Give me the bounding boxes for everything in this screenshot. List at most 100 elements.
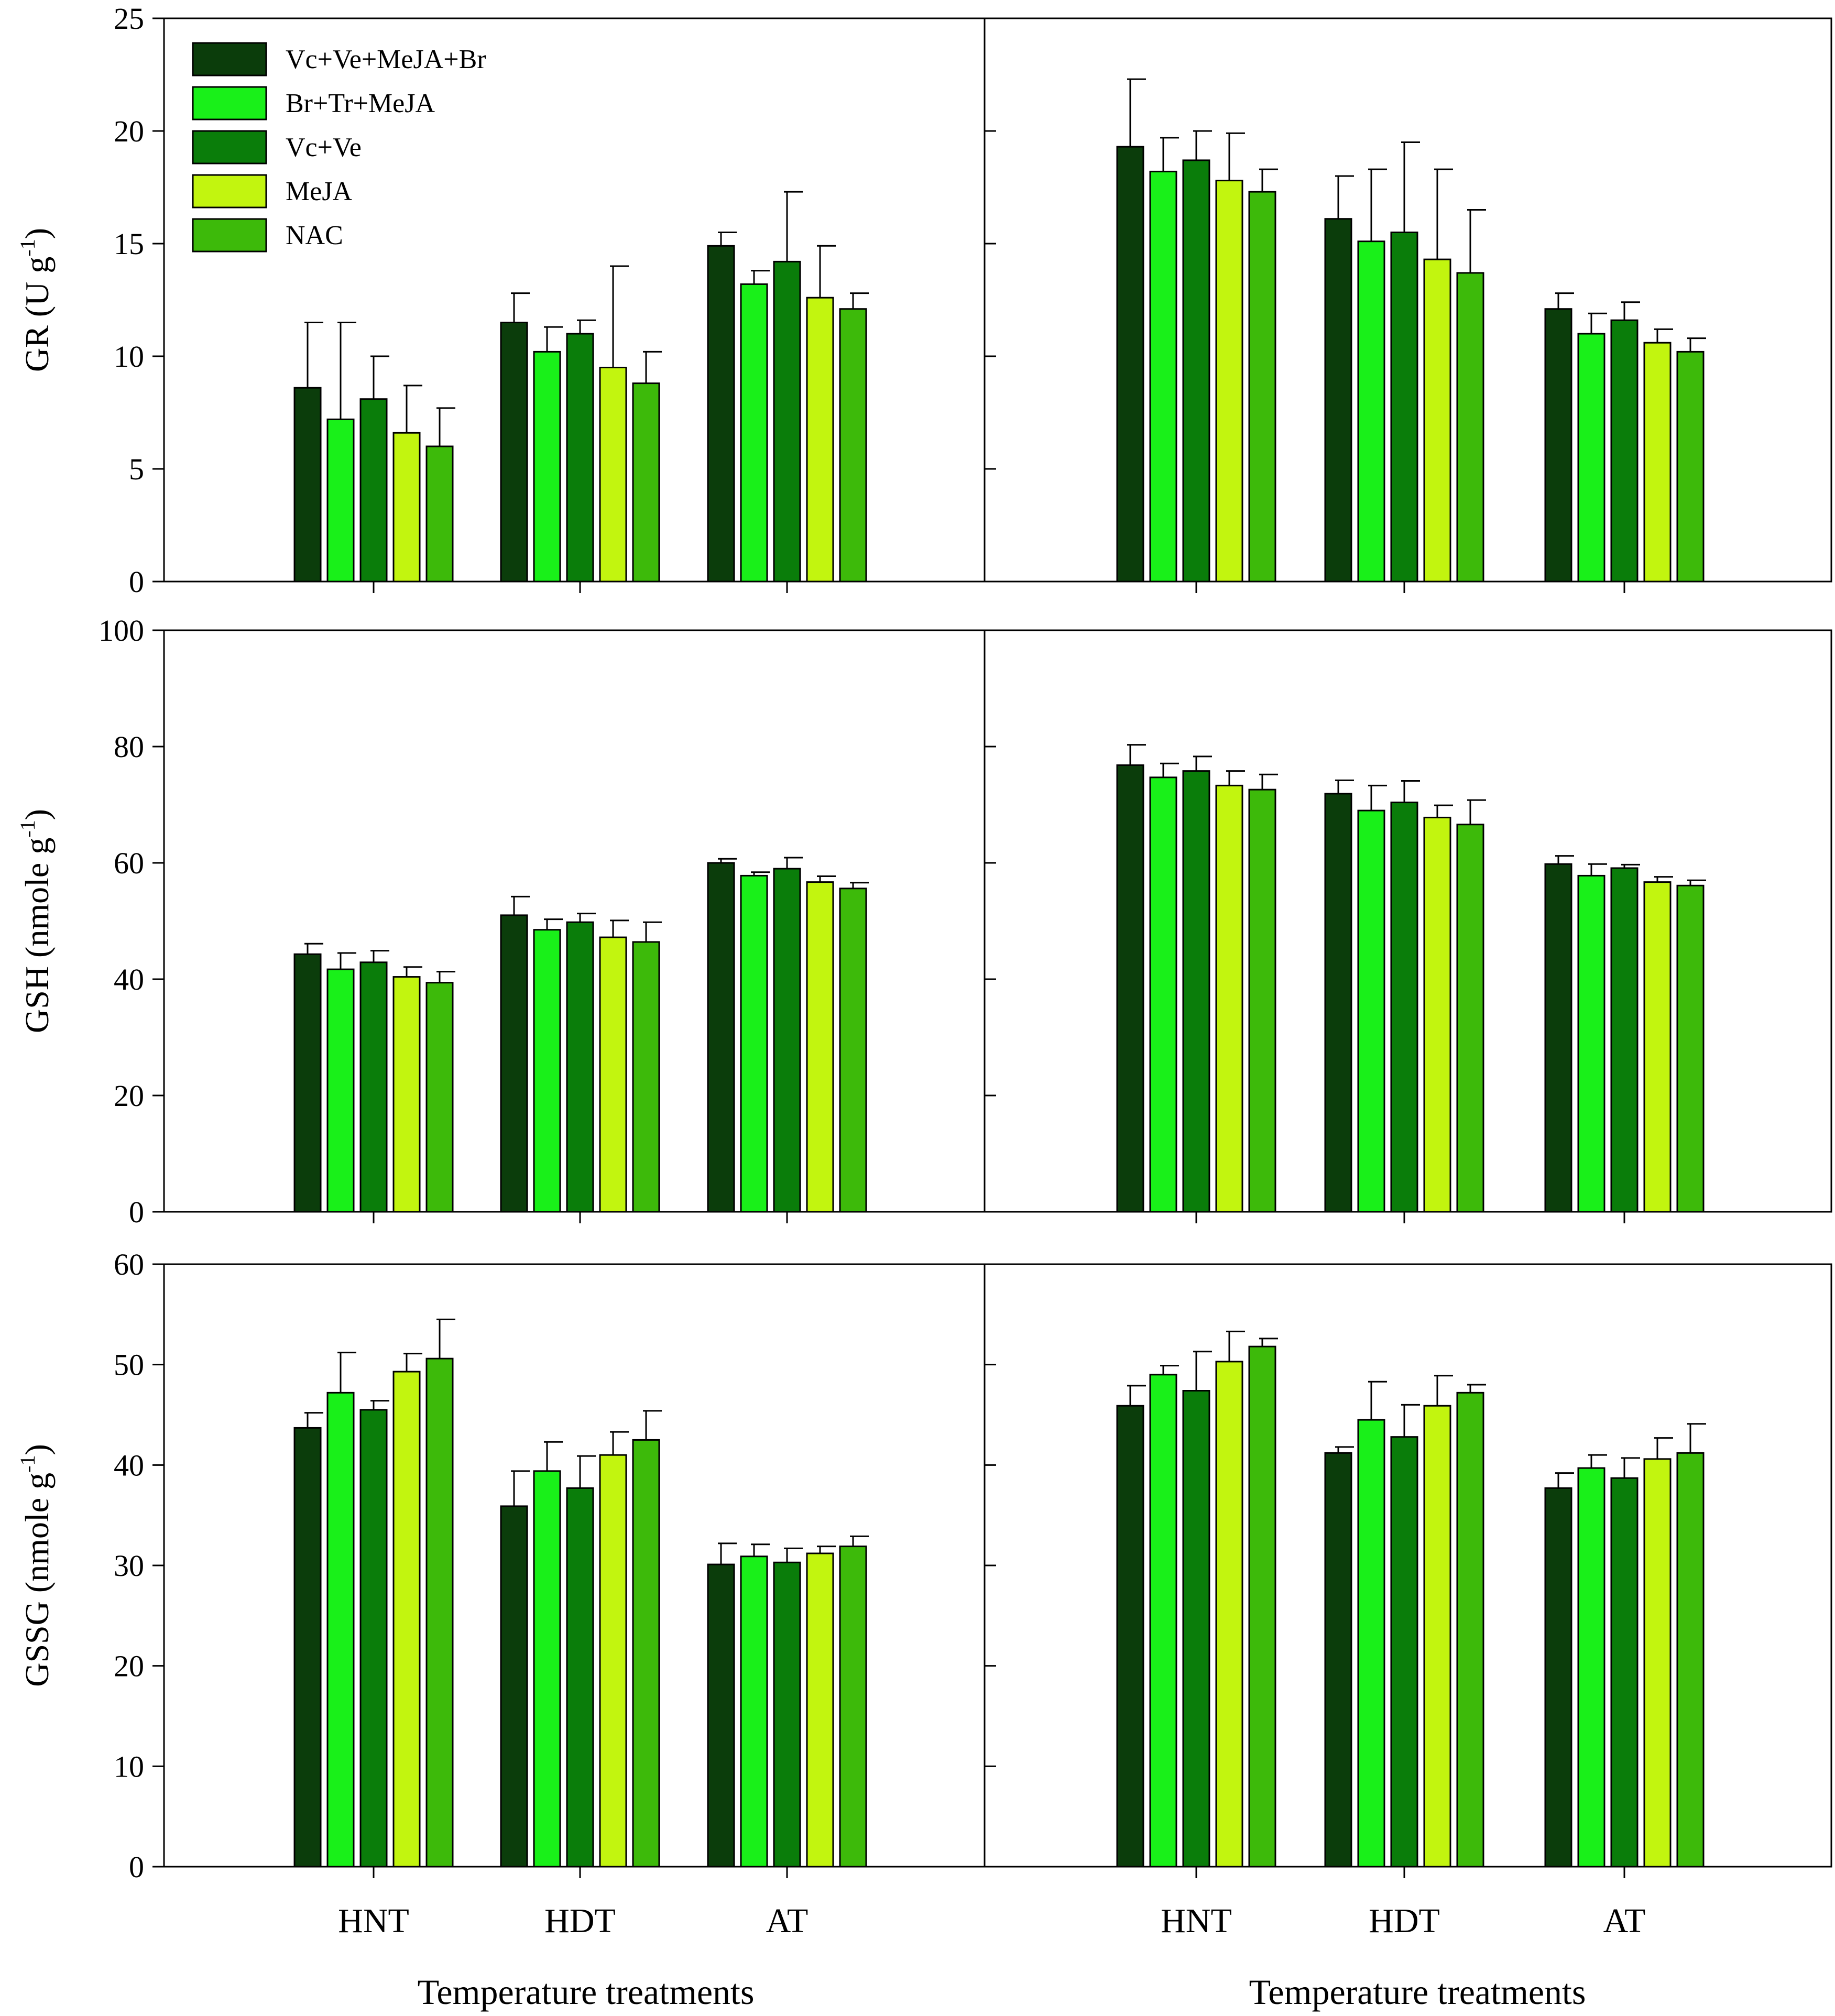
bar-Vc+Ve+MeJA+Br — [707, 245, 735, 583]
y-tick-label: 25 — [114, 2, 144, 36]
bar-Br+Tr+MeJA — [1149, 776, 1177, 1213]
bar-Vc+Ve — [566, 1487, 594, 1868]
y-tick-label: 30 — [114, 1549, 144, 1583]
y-tick-label: 100 — [99, 613, 144, 648]
bar-Vc+Ve+MeJA+Br — [1324, 218, 1352, 583]
bar-Vc+Ve — [1182, 770, 1210, 1213]
panel-1-1 — [984, 629, 1832, 1223]
bar-MeJA — [806, 1552, 834, 1868]
bar-Br+Tr+MeJA — [326, 1392, 355, 1868]
bar-Vc+Ve — [1182, 1390, 1210, 1868]
bar-MeJA — [1215, 1361, 1243, 1868]
bar-NAC — [1676, 884, 1705, 1213]
legend: Vc+Ve+MeJA+Br Br+Tr+MeJA Vc+Ve MeJA NAC — [192, 42, 486, 253]
bar-Br+Tr+MeJA — [326, 968, 355, 1213]
bar-NAC — [1248, 191, 1276, 583]
bar-MeJA — [1423, 258, 1451, 583]
x-category-label: HNT — [1161, 1902, 1232, 1940]
bar-Vc+Ve+MeJA+Br — [293, 1427, 322, 1868]
y-tick-label: 60 — [114, 1247, 144, 1281]
y-tick-label: 0 — [129, 565, 144, 599]
x-category-label: AT — [766, 1902, 809, 1940]
bar-Br+Tr+MeJA — [326, 418, 355, 583]
bar-NAC — [1456, 824, 1484, 1213]
bar-Vc+Ve — [773, 1561, 801, 1868]
bar-Br+Tr+MeJA — [1149, 1374, 1177, 1868]
bar-MeJA — [1643, 342, 1672, 583]
bar-MeJA — [599, 1454, 627, 1868]
panel-2-0: 0 10 20 30 40 50 60 GSSG (nmole g-1) — [16, 1247, 986, 1884]
bar-Vc+Ve+MeJA+Br — [1116, 764, 1144, 1213]
y-axis-label-close: ) — [18, 1444, 56, 1455]
bar-MeJA — [806, 297, 834, 583]
bar-Vc+Ve+MeJA+Br — [1324, 1452, 1352, 1868]
bar-MeJA — [392, 1371, 421, 1868]
bar-NAC — [632, 941, 660, 1213]
legend-label: Vc+Ve+MeJA+Br — [286, 45, 486, 74]
bar-Br+Tr+MeJA — [740, 1555, 768, 1868]
y-tick-label: 80 — [114, 730, 144, 764]
x-category-label: HDT — [544, 1902, 616, 1940]
bar-MeJA — [392, 432, 421, 583]
y-axis-label: GR (U g-1) — [16, 228, 56, 372]
y-axis-label-sup: -1 — [16, 1455, 39, 1473]
x-axis-label: Temperature treatments — [1249, 1972, 1586, 2012]
y-axis-label-sup: -1 — [16, 820, 39, 837]
y-axis-label-text: GSH (nmole g — [18, 838, 56, 1033]
x-category-label: AT — [1603, 1902, 1646, 1940]
bar-Vc+Ve — [773, 868, 801, 1213]
bar-Vc+Ve — [1182, 159, 1210, 583]
bar-Vc+Ve+MeJA+Br — [1116, 146, 1144, 583]
x-category-label: HDT — [1369, 1902, 1440, 1940]
legend-swatch — [192, 42, 267, 76]
y-axis-label-sup: -1 — [16, 239, 39, 256]
bar-Vc+Ve+MeJA+Br — [293, 953, 322, 1213]
bar-NAC — [1456, 1392, 1484, 1868]
bar-Br+Tr+MeJA — [1357, 1419, 1385, 1868]
bar-Vc+Ve — [1390, 802, 1418, 1213]
bar-NAC — [1248, 1345, 1276, 1868]
bar-Vc+Ve — [773, 260, 801, 583]
bar-MeJA — [1215, 180, 1243, 583]
bar-MeJA — [1215, 784, 1243, 1213]
bar-NAC — [1248, 788, 1276, 1213]
legend-label: Vc+Ve — [286, 133, 362, 162]
bar-MeJA — [392, 976, 421, 1213]
bar-Vc+Ve — [566, 921, 594, 1213]
bar-NAC — [839, 1546, 867, 1868]
y-tick-label: 60 — [114, 846, 144, 880]
bar-Br+Tr+MeJA — [1577, 874, 1605, 1213]
bar-NAC — [425, 445, 454, 583]
bar-Vc+Ve — [1610, 1477, 1639, 1868]
legend-label: NAC — [286, 221, 343, 250]
panel-2-1 — [984, 1263, 1832, 1878]
bar-Br+Tr+MeJA — [1577, 1467, 1605, 1868]
y-axis-label-close: ) — [18, 228, 56, 239]
bar-Br+Tr+MeJA — [1357, 240, 1385, 583]
bar-Br+Tr+MeJA — [1357, 809, 1385, 1213]
bar-Vc+Ve — [359, 398, 388, 583]
legend-label: MeJA — [286, 177, 353, 206]
bar-Vc+Ve+MeJA+Br — [500, 322, 528, 583]
bar-Vc+Ve+MeJA+Br — [500, 1505, 528, 1868]
bar-Vc+Ve — [566, 333, 594, 583]
y-axis-label-close: ) — [18, 809, 56, 820]
bar-Br+Tr+MeJA — [740, 874, 768, 1213]
y-axis-label-text: GSSG (nmole g — [18, 1473, 56, 1687]
legend-swatch — [192, 174, 267, 209]
legend-swatch — [192, 218, 267, 253]
bar-NAC — [1456, 272, 1484, 583]
y-tick-label: 0 — [129, 1850, 144, 1884]
bar-MeJA — [1423, 816, 1451, 1213]
bar-NAC — [839, 888, 867, 1213]
y-tick-label: 0 — [129, 1195, 144, 1229]
bar-Vc+Ve+MeJA+Br — [1324, 793, 1352, 1213]
bar-Vc+Ve — [1390, 232, 1418, 583]
panel-1-0: 0 20 40 60 80 100 GSH (nmole g-1) — [16, 613, 986, 1229]
bar-NAC — [1676, 1452, 1705, 1868]
bar-Br+Tr+MeJA — [1577, 333, 1605, 583]
bar-Br+Tr+MeJA — [533, 1470, 561, 1868]
y-tick-label: 40 — [114, 962, 144, 996]
legend-label: Br+Tr+MeJA — [286, 89, 435, 118]
bar-Vc+Ve+MeJA+Br — [1544, 1487, 1572, 1868]
